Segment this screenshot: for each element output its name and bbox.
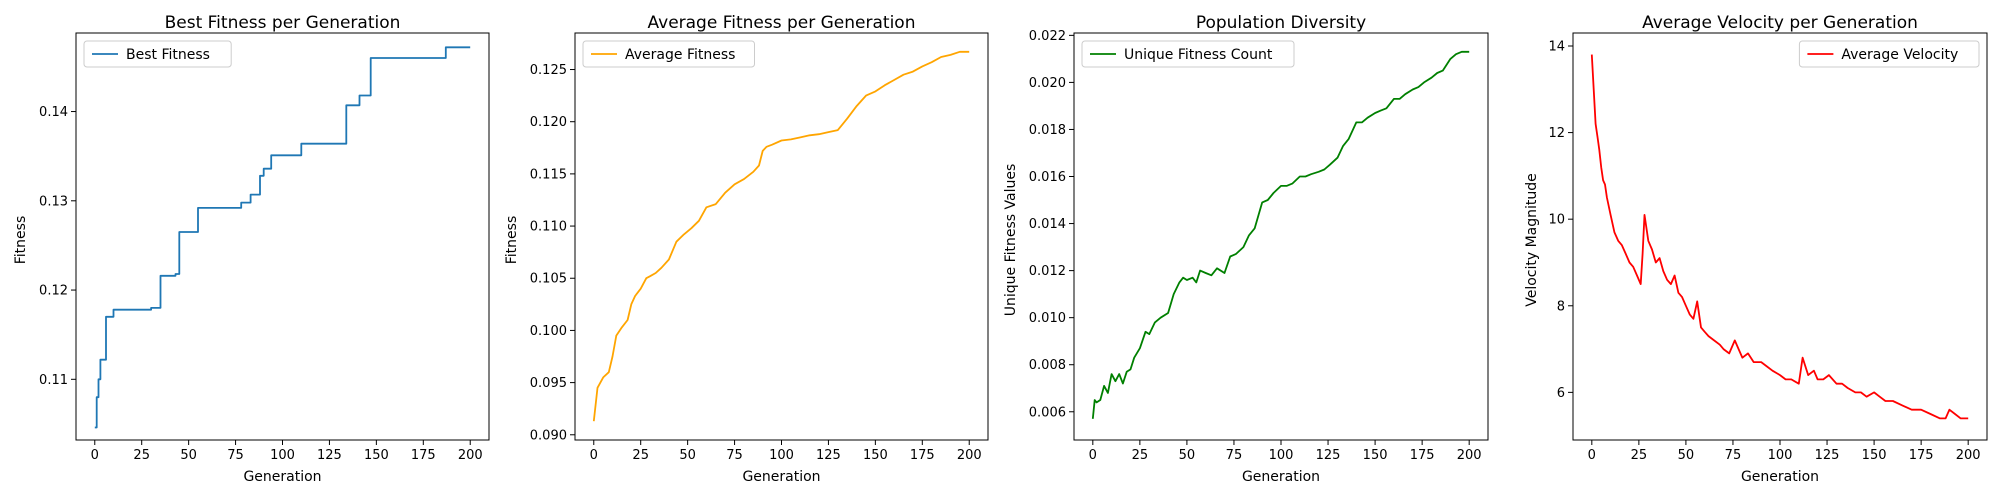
y-tick-label: 0.014 bbox=[1029, 217, 1066, 232]
chart-average-velocity: Average Velocity per Generation Generati… bbox=[1524, 13, 1988, 485]
x-tick-label: 75 bbox=[1725, 448, 1742, 463]
y-axis-label: Unique Fitness Values bbox=[1003, 164, 1019, 317]
x-tick-label: 150 bbox=[1862, 448, 1887, 463]
chart-average-fitness: Average Fitness per Generation Generatio… bbox=[504, 13, 989, 485]
x-tick-label: 100 bbox=[769, 448, 794, 463]
y-tick-label: 0.006 bbox=[1029, 405, 1066, 420]
x-axis-label: Generation bbox=[742, 469, 820, 485]
x-tick-label: 0 bbox=[1089, 448, 1097, 463]
y-axis-label: Velocity Magnitude bbox=[1524, 173, 1540, 307]
y-axis-label: Fitness bbox=[13, 216, 29, 265]
x-axis-label: Generation bbox=[1242, 469, 1320, 485]
legend-box bbox=[1081, 40, 1295, 68]
x-tick-label: 150 bbox=[1363, 448, 1388, 463]
chart-title: Best Fitness per Generation bbox=[165, 13, 401, 33]
x-tick-label: 175 bbox=[910, 448, 935, 463]
legend-box bbox=[582, 40, 755, 68]
x-tick-label: 100 bbox=[1269, 448, 1294, 463]
chart-best-fitness: Best Fitness per Generation Generation F… bbox=[13, 13, 490, 485]
legend-label: Best Fitness bbox=[126, 47, 210, 63]
x-tick-label: 25 bbox=[1132, 448, 1149, 463]
x-tick-label: 25 bbox=[632, 448, 649, 463]
y-tick-label: 0.020 bbox=[1029, 76, 1066, 91]
y-tick-label: 0.14 bbox=[39, 105, 68, 120]
series-line bbox=[592, 50, 970, 422]
legend-label: Average Velocity bbox=[1841, 47, 1958, 63]
chart-title: Population Diversity bbox=[1196, 13, 1366, 33]
axes-frame bbox=[1572, 32, 1988, 441]
y-tick-label: 0.008 bbox=[1029, 358, 1066, 373]
legend-box bbox=[1798, 40, 1980, 68]
y-tick-label: 0.120 bbox=[530, 115, 567, 130]
y-tick-label: 0.100 bbox=[530, 324, 567, 339]
x-tick-label: 200 bbox=[957, 448, 982, 463]
legend: Average Velocity bbox=[1798, 40, 1980, 68]
y-tick-label: 0.018 bbox=[1029, 123, 1066, 138]
axes-frame bbox=[1073, 32, 1489, 441]
x-tick-label: 175 bbox=[1410, 448, 1435, 463]
y-tick-label: 0.022 bbox=[1029, 29, 1066, 44]
chart-population-diversity: Population Diversity Generation Unique F… bbox=[1003, 13, 1489, 485]
y-tick-label: 0.13 bbox=[39, 194, 68, 209]
y-tick-label: 0.12 bbox=[39, 284, 68, 299]
x-tick-label: 200 bbox=[458, 448, 483, 463]
x-tick-label: 175 bbox=[411, 448, 436, 463]
x-tick-label: 125 bbox=[1815, 448, 1840, 463]
x-tick-label: 100 bbox=[1768, 448, 1793, 463]
y-tick-label: 10 bbox=[1548, 213, 1565, 228]
y-tick-label: 0.012 bbox=[1029, 264, 1066, 279]
x-tick-label: 50 bbox=[1179, 448, 1196, 463]
x-tick-label: 25 bbox=[133, 448, 150, 463]
legend-label: Unique Fitness Count bbox=[1124, 47, 1273, 63]
x-tick-label: 150 bbox=[863, 448, 888, 463]
y-tick-label: 0.115 bbox=[530, 167, 567, 182]
x-tick-label: 150 bbox=[364, 448, 389, 463]
legend: Average Fitness bbox=[582, 40, 755, 68]
x-tick-label: 50 bbox=[1678, 448, 1695, 463]
series-line bbox=[94, 46, 471, 429]
x-tick-label: 75 bbox=[726, 448, 743, 463]
axes-frame bbox=[574, 32, 989, 441]
chart-title: Average Fitness per Generation bbox=[648, 13, 916, 33]
x-tick-label: 0 bbox=[91, 448, 99, 463]
y-tick-label: 0.016 bbox=[1029, 170, 1066, 185]
y-tick-label: 0.11 bbox=[39, 373, 68, 388]
x-tick-label: 75 bbox=[227, 448, 244, 463]
y-tick-label: 0.090 bbox=[530, 428, 567, 443]
series-line bbox=[1590, 54, 1969, 420]
y-tick-label: 6 bbox=[1557, 386, 1565, 401]
legend-box bbox=[83, 40, 232, 68]
y-axis-label: Fitness bbox=[504, 216, 520, 265]
y-tick-label: 0.125 bbox=[530, 63, 567, 78]
x-tick-label: 125 bbox=[317, 448, 342, 463]
x-tick-label: 125 bbox=[816, 448, 841, 463]
y-tick-label: 0.110 bbox=[530, 220, 567, 235]
x-tick-label: 25 bbox=[1631, 448, 1648, 463]
x-tick-label: 200 bbox=[1457, 448, 1482, 463]
x-tick-label: 200 bbox=[1956, 448, 1981, 463]
x-axis-label: Generation bbox=[243, 469, 321, 485]
x-axis-label: Generation bbox=[1741, 469, 1819, 485]
x-tick-label: 50 bbox=[679, 448, 696, 463]
y-tick-label: 14 bbox=[1548, 39, 1565, 54]
axes-frame bbox=[75, 32, 490, 441]
chart-title: Average Velocity per Generation bbox=[1642, 13, 1918, 33]
x-tick-label: 0 bbox=[1588, 448, 1596, 463]
x-tick-label: 0 bbox=[590, 448, 598, 463]
x-tick-label: 50 bbox=[180, 448, 197, 463]
y-tick-label: 12 bbox=[1548, 126, 1565, 141]
y-tick-label: 0.095 bbox=[530, 376, 567, 391]
x-tick-label: 100 bbox=[270, 448, 295, 463]
y-tick-label: 8 bbox=[1557, 299, 1565, 314]
x-tick-label: 175 bbox=[1909, 448, 1934, 463]
series-line bbox=[1091, 50, 1470, 419]
legend-label: Average Fitness bbox=[625, 47, 735, 63]
y-tick-label: 0.010 bbox=[1029, 311, 1066, 326]
x-tick-label: 75 bbox=[1226, 448, 1243, 463]
legend: Best Fitness bbox=[83, 40, 232, 68]
legend: Unique Fitness Count bbox=[1081, 40, 1295, 68]
x-tick-label: 125 bbox=[1316, 448, 1341, 463]
y-tick-label: 0.105 bbox=[530, 272, 567, 287]
